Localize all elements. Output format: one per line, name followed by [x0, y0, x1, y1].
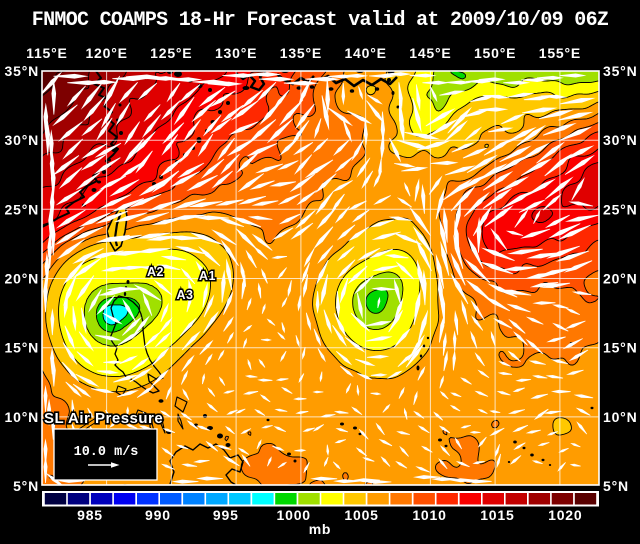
svg-text:A2: A2 [147, 265, 164, 279]
svg-text:FNMOC COAMPS 18-Hr Forecast va: FNMOC COAMPS 18-Hr Forecast valid at 200… [32, 9, 609, 32]
svg-text:20°N: 20°N [603, 271, 637, 287]
svg-text:1020: 1020 [548, 507, 582, 523]
svg-text:1005: 1005 [344, 507, 378, 523]
svg-text:5°N: 5°N [13, 478, 39, 494]
svg-text:A3: A3 [177, 288, 194, 302]
svg-text:155°E: 155°E [539, 45, 581, 61]
svg-text:15°N: 15°N [5, 340, 39, 356]
svg-text:30°N: 30°N [5, 132, 39, 148]
svg-text:1010: 1010 [412, 507, 446, 523]
svg-text:995: 995 [213, 507, 239, 523]
svg-text:140°E: 140°E [344, 45, 386, 61]
svg-text:20°N: 20°N [5, 271, 39, 287]
svg-text:990: 990 [145, 507, 171, 523]
svg-text:985: 985 [77, 507, 103, 523]
svg-text:35°N: 35°N [5, 63, 39, 79]
svg-text:10.0 m/s: 10.0 m/s [74, 445, 139, 460]
svg-text:125°E: 125°E [150, 45, 192, 61]
svg-text:A1: A1 [199, 269, 216, 283]
svg-text:115°E: 115°E [26, 45, 68, 61]
svg-text:130°E: 130°E [215, 45, 257, 61]
svg-text:30°N: 30°N [603, 132, 637, 148]
svg-text:35°N: 35°N [603, 63, 637, 79]
svg-text:mb: mb [309, 521, 332, 537]
svg-text:10°N: 10°N [603, 409, 637, 425]
svg-text:135°E: 135°E [280, 45, 322, 61]
svg-text:25°N: 25°N [603, 201, 637, 217]
svg-text:1000: 1000 [277, 507, 311, 523]
svg-text:145°E: 145°E [409, 45, 451, 61]
svg-text:150°E: 150°E [474, 45, 516, 61]
svg-text:SL Air Pressure: SL Air Pressure [44, 410, 163, 427]
svg-text:10°N: 10°N [5, 409, 39, 425]
svg-text:5°N: 5°N [603, 478, 629, 494]
svg-text:1015: 1015 [480, 507, 514, 523]
svg-text:120°E: 120°E [85, 45, 127, 61]
svg-text:25°N: 25°N [5, 201, 39, 217]
svg-text:15°N: 15°N [603, 340, 637, 356]
